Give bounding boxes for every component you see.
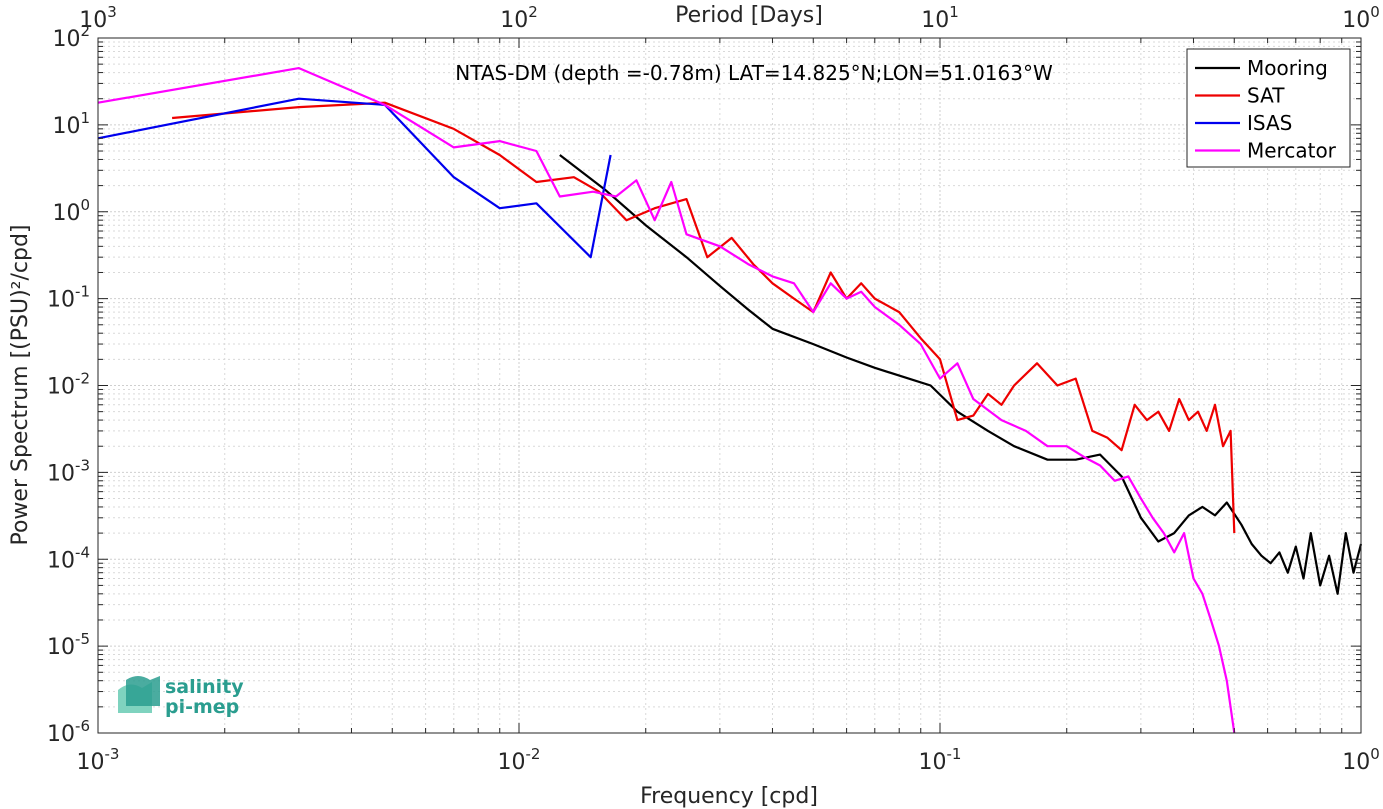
legend-label-isas: ISAS bbox=[1247, 111, 1292, 135]
y-axis-title: Power Spectrum [(PSU)²/cpd] bbox=[8, 224, 33, 545]
y-tick-label: 10-3 bbox=[47, 456, 90, 486]
legend-label-mooring: Mooring bbox=[1247, 56, 1328, 80]
x2-tick-label: 102 bbox=[500, 3, 538, 33]
logo-text-line2: pi-mep bbox=[165, 696, 239, 718]
x2-tick-label: 100 bbox=[1342, 3, 1380, 33]
legend: Mooring SAT ISAS Mercator bbox=[1186, 48, 1351, 168]
x-tick-label: 10-2 bbox=[498, 745, 541, 775]
minor-grid bbox=[98, 38, 1361, 733]
y-tick-label: 10-5 bbox=[47, 630, 90, 660]
series-layer bbox=[97, 66, 1363, 734]
x-axis-title: Frequency [cpd] bbox=[640, 784, 818, 809]
y-tick-label: 100 bbox=[52, 196, 90, 226]
series-line-sat bbox=[172, 101, 1236, 534]
series-line-isas bbox=[97, 97, 612, 259]
x-tick-label: 10-3 bbox=[77, 745, 120, 775]
x-tick-label: 100 bbox=[1342, 745, 1380, 775]
series-line-mooring bbox=[559, 154, 1363, 595]
y-tick-label: 10-6 bbox=[47, 717, 90, 747]
legend-label-sat: SAT bbox=[1247, 84, 1285, 108]
y-tick-label: 10-1 bbox=[47, 283, 90, 313]
series-line-mercator bbox=[97, 66, 1236, 734]
logo-text-line1: salinity bbox=[165, 676, 244, 698]
y-tick-label: 101 bbox=[52, 109, 90, 139]
y-tick-label: 10-4 bbox=[47, 543, 90, 573]
logo-wave-icon-back bbox=[126, 676, 160, 706]
y-tick-label: 10-2 bbox=[47, 370, 90, 400]
top-axis-title: Period [Days] bbox=[675, 3, 823, 28]
axis-ticks bbox=[97, 37, 1362, 734]
salinity-pi-mep-logo: salinity pi-mep bbox=[118, 676, 244, 718]
x2-tick-label: 103 bbox=[79, 3, 117, 33]
x2-tick-label: 101 bbox=[921, 3, 959, 33]
x-tick-label: 10-1 bbox=[919, 745, 962, 775]
chart-annotation: NTAS-DM (depth =-0.78m) LAT=14.825°N;LON… bbox=[455, 61, 1053, 85]
y-tick-label: 102 bbox=[52, 22, 90, 52]
legend-label-mercator: Mercator bbox=[1247, 139, 1337, 163]
